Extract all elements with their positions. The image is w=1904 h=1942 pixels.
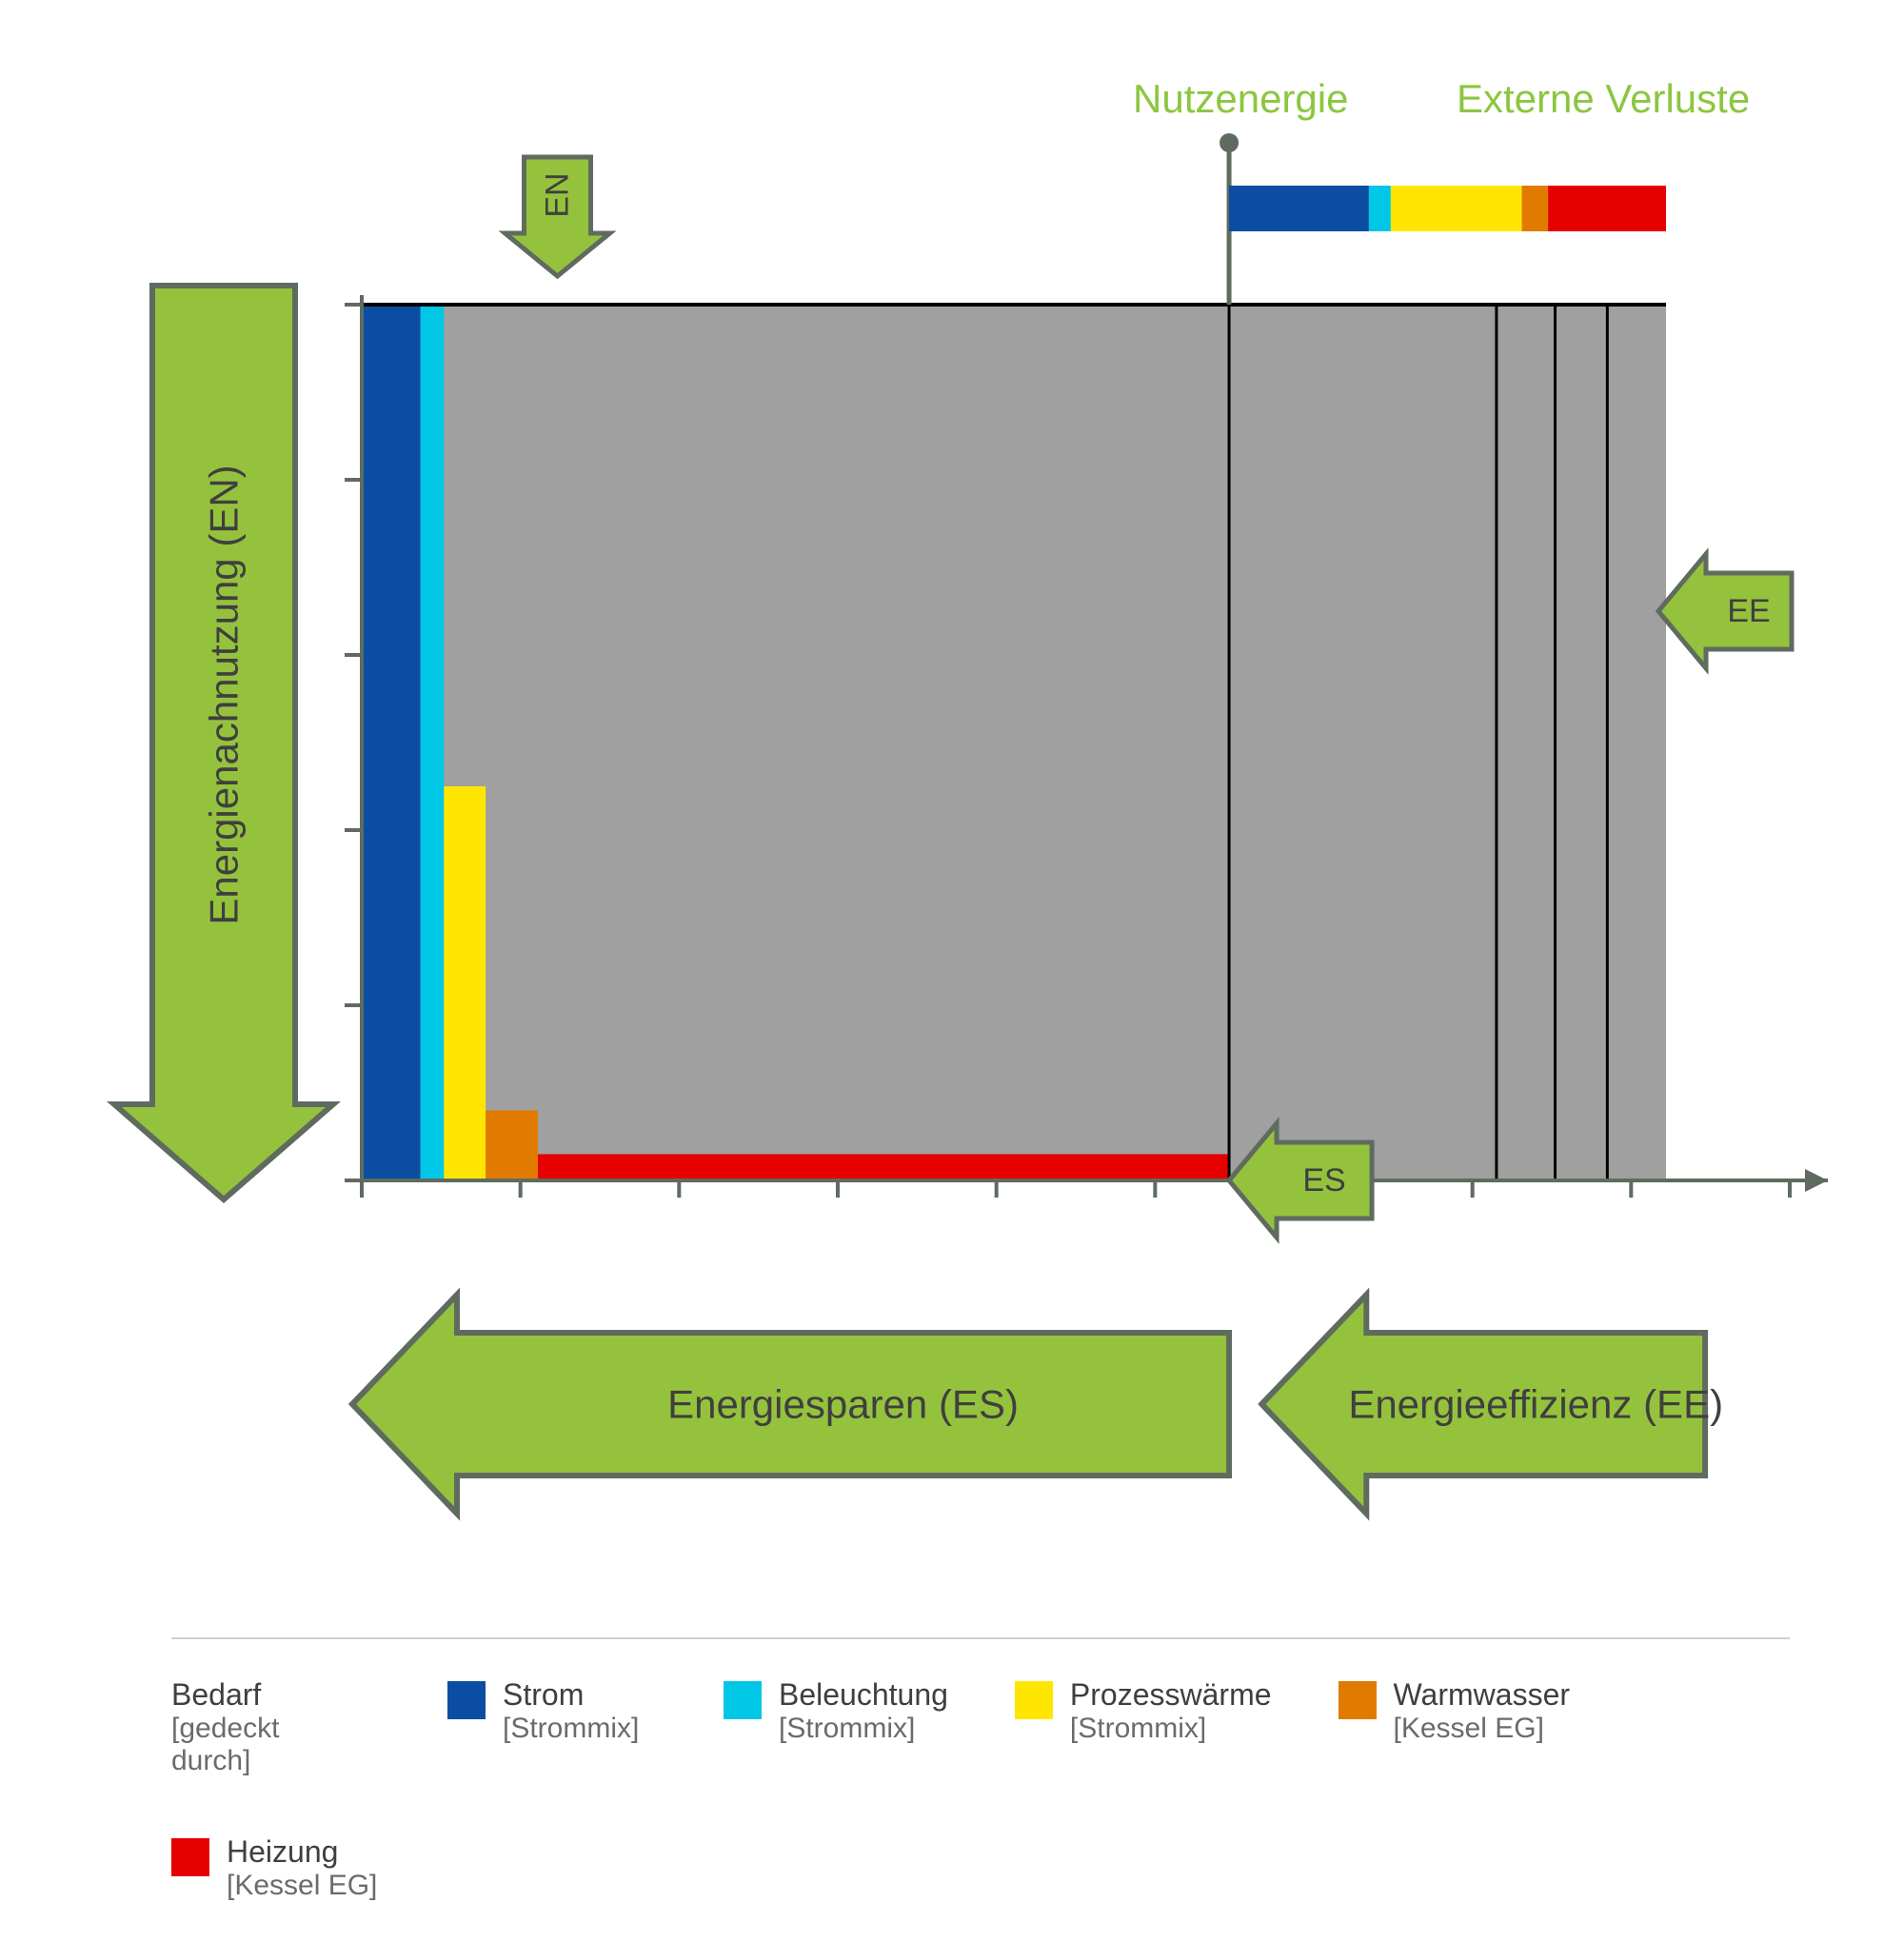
legend-label: Beleuchtung [779,1677,948,1713]
legend-label: Warmwasser [1394,1677,1570,1713]
bar-warmwasser [486,1110,538,1180]
legend-sublabel: [Kessel EG] [227,1870,377,1902]
swatch-beleuchtung [724,1681,762,1719]
losses-seg-strom [1229,186,1369,231]
losses-seg-heizung [1548,186,1666,231]
bar-strom [362,305,421,1180]
losses-seg-beleuchtung [1369,186,1391,231]
x-axis-arrowhead [1805,1169,1828,1192]
bar-heizung [538,1154,1229,1180]
legend: Bedarf [gedeckt durch] Strom [Strommix] … [171,1637,1790,1942]
plot-bg-verluste [362,305,1666,1180]
legend-item-warmwasser: Warmwasser [Kessel EG] [1339,1677,1570,1777]
legend-sublabel: [Strommix] [1070,1713,1272,1745]
legend-label: Prozesswärme [1070,1677,1272,1713]
swatch-heizung [171,1838,209,1876]
losses-seg-prozesswaerme [1391,186,1522,231]
legend-item-prozesswaerme: Prozesswärme [Strommix] [1015,1677,1272,1777]
label-externe-verluste: Externe Verluste [1457,76,1750,122]
legend-label: Strom [503,1677,639,1713]
legend-header: Bedarf [gedeckt durch] [171,1677,381,1777]
arrow-ee-small-label: EE [1727,593,1770,629]
arrow-en-big-label: Energienachnutzung (EN) [202,465,247,924]
legend-item-heizung: Heizung [Kessel EG] [171,1834,381,1902]
chart-svg: EN EE ES Energienachnutzung (EN) Energiespar… [0,0,1904,1618]
legend-header-l2: [gedeckt [171,1713,279,1745]
arrow-ee-small [1658,554,1792,668]
bar-beleuchtung [421,305,445,1180]
swatch-strom [447,1681,486,1719]
nutz-marker-dot [1220,133,1239,152]
swatch-warmwasser [1339,1681,1377,1719]
legend-sublabel: [Kessel EG] [1394,1713,1570,1745]
legend-item-beleuchtung: Beleuchtung [Strommix] [724,1677,948,1777]
legend-item-strom: Strom [Strommix] [447,1677,657,1777]
diagram-canvas: Nutzenergie Externe Verluste EN EE ES Energ… [0,0,1904,1942]
legend-sublabel: [Strommix] [503,1713,639,1745]
arrow-es-big-label: Energiesparen (ES) [667,1382,1019,1427]
legend-header-l1: Bedarf [171,1677,279,1713]
legend-sublabel: [Strommix] [779,1713,948,1745]
bar-prozess [444,786,486,1180]
swatch-prozesswaerme [1015,1681,1053,1719]
legend-label: Heizung [227,1834,377,1870]
arrow-ee-big-label: Energieeffizienz (EE) [1348,1382,1723,1427]
arrow-es-small-label: ES [1302,1162,1345,1199]
label-nutzenergie: Nutzenergie [1133,76,1348,122]
losses-seg-warmwasser [1522,186,1549,231]
arrow-en-small-label: EN [540,172,576,217]
legend-header-l3: durch] [171,1745,279,1777]
